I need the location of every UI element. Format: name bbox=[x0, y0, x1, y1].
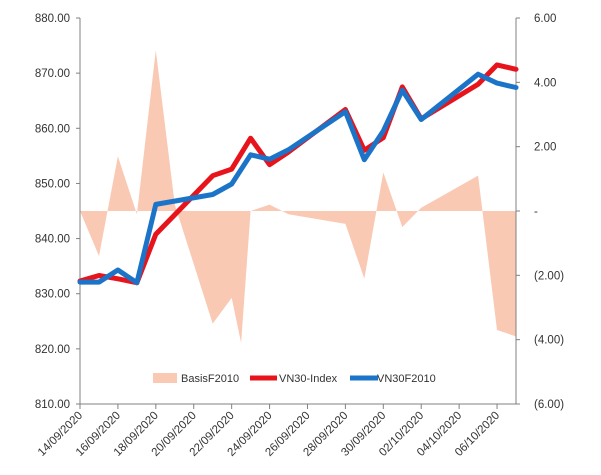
right-tick-label: - bbox=[534, 206, 538, 218]
legend-label-vn30-index: VN30-Index bbox=[279, 373, 338, 385]
legend-label-basis: BasisF2010 bbox=[181, 373, 239, 385]
legend-swatch-basis bbox=[153, 373, 177, 383]
left-tick-label: 830.00 bbox=[35, 289, 70, 301]
basis-area-layer bbox=[80, 50, 516, 343]
right-tick-label: (2.00) bbox=[534, 270, 564, 282]
vn30f2010-line bbox=[77, 71, 519, 286]
left-tick-label: 840.00 bbox=[35, 234, 70, 246]
left-tick-label: 880.00 bbox=[35, 13, 70, 25]
axes bbox=[76, 17, 520, 409]
left-tick-label: 860.00 bbox=[35, 123, 70, 135]
right-axis-tick-labels: (6.00) (4.00) (2.00) - 2.00 4.00 6.00 bbox=[534, 13, 564, 411]
right-tick-label: 2.00 bbox=[534, 142, 556, 154]
legend-label-vn30f2010: VN30F2010 bbox=[377, 373, 436, 385]
right-tick-label: 4.00 bbox=[534, 77, 556, 89]
left-tick-label: 810.00 bbox=[35, 399, 70, 411]
legend: BasisF2010 VN30-Index VN30F2010 bbox=[153, 373, 436, 385]
left-tick-label: 820.00 bbox=[35, 344, 70, 356]
right-tick-label: (4.00) bbox=[534, 335, 564, 347]
right-tick-label: (6.00) bbox=[534, 399, 564, 411]
series-lines bbox=[77, 62, 519, 286]
right-tick-label: 6.00 bbox=[534, 13, 556, 25]
left-tick-label: 850.00 bbox=[35, 178, 70, 190]
x-axis-tick-labels: 14/09/202016/09/202018/09/202020/09/2020… bbox=[36, 410, 502, 459]
left-axis-tick-labels: 810.00 820.00 830.00 840.00 850.00 860.00 870.… bbox=[35, 13, 70, 411]
basis-area bbox=[80, 50, 516, 343]
left-tick-label: 870.00 bbox=[35, 68, 70, 80]
